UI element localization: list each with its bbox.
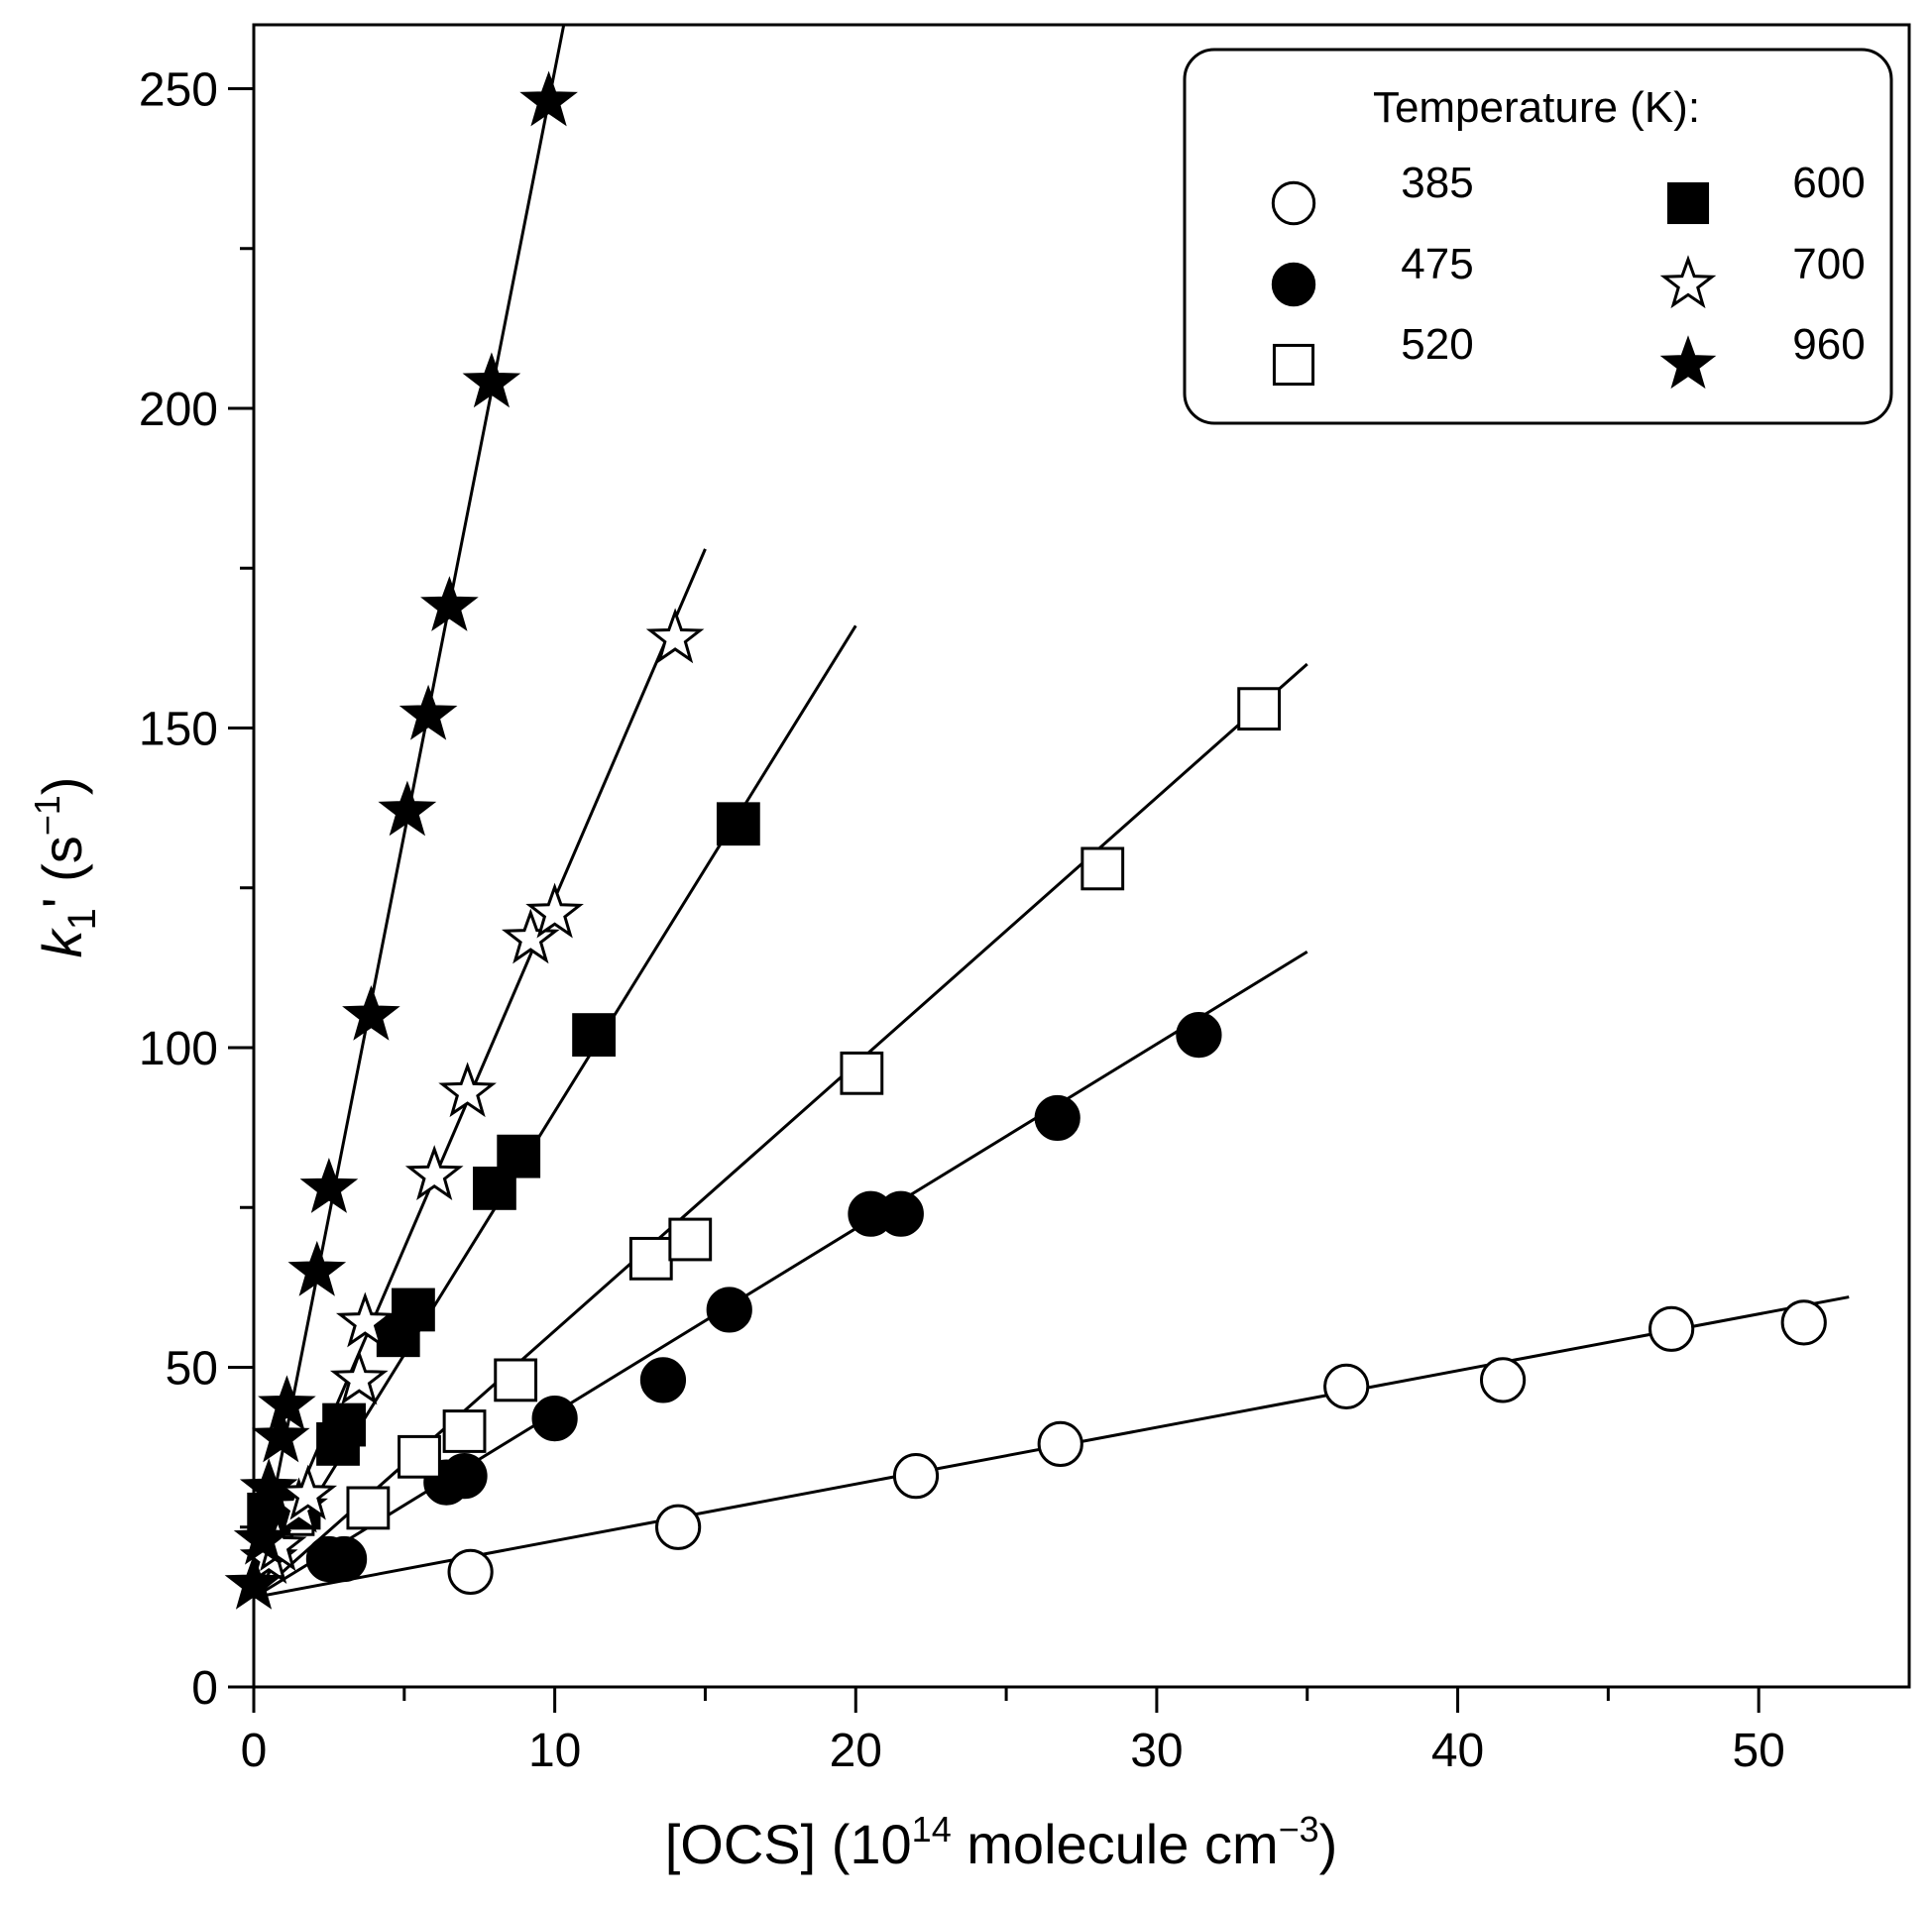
point-385 [1323,1363,1370,1409]
point-700 [501,908,560,964]
point-960 [378,780,437,837]
point-475 [531,1396,578,1442]
point-960 [342,984,400,1041]
point-475 [877,1190,924,1237]
y-tick-label: 50 [166,1343,218,1396]
point-385 [1037,1420,1083,1468]
point-700 [329,1349,389,1405]
legend-label-960: 960 [1792,320,1865,369]
point-475 [706,1287,752,1333]
point-520 [494,1358,538,1402]
point-475 [639,1357,687,1403]
point-600 [716,802,760,846]
y-tick-label: 150 [139,704,218,756]
legend-marker-520 [1272,343,1315,387]
point-385 [892,1453,940,1500]
point-960 [287,1240,347,1296]
point-700 [335,1291,395,1348]
legend-marker-385 [1271,180,1316,226]
y-tick-label: 100 [139,1023,218,1075]
axes: 0 10 20 30 40 50 0 50 100 150 200 250 [139,23,1911,1777]
x-tick-label: 0 [241,1725,268,1777]
point-475 [441,1453,488,1500]
point-960 [420,576,479,631]
point-960 [299,1158,359,1213]
point-475 [1176,1012,1222,1059]
legend-items: 385 475 520 600 700 960 [1271,159,1866,390]
point-520 [1080,846,1125,891]
point-600 [322,1402,366,1447]
point-385 [1780,1299,1827,1346]
x-tick-label: 50 [1732,1725,1784,1777]
point-385 [655,1504,702,1550]
legend-label-600: 600 [1792,159,1865,207]
x-tick-label: 10 [528,1725,581,1777]
point-520 [442,1409,487,1453]
point-600 [497,1134,541,1178]
point-960 [519,70,578,127]
point-385 [1648,1305,1695,1352]
point-520 [398,1434,441,1479]
point-700 [525,882,584,939]
legend-title: Temperature (K): [1373,83,1700,132]
point-475 [1034,1094,1080,1142]
y-axis-label: k1' (s−1) [27,777,104,958]
point-520 [1237,687,1282,731]
data-markers [224,70,1827,1610]
legend-marker-600 [1666,181,1710,225]
point-475 [320,1535,368,1583]
legend-box [1183,48,1893,425]
point-700 [404,1145,464,1200]
point-520 [668,1217,713,1262]
point-600 [572,1013,617,1058]
point-520 [346,1486,391,1530]
point-700 [438,1062,497,1118]
x-tick-label: 20 [830,1725,882,1777]
point-960 [462,352,521,408]
fit-line-475 [254,950,1308,1599]
x-tick-label: 30 [1130,1725,1183,1777]
legend-label-475: 475 [1401,240,1473,288]
plot-frame [252,23,1911,1689]
point-385 [447,1548,494,1596]
point-520 [840,1051,884,1095]
point-700 [279,1464,338,1520]
point-960 [239,1458,298,1514]
x-tick-label: 40 [1431,1725,1484,1777]
legend-label-700: 700 [1792,240,1865,288]
point-520 [628,1236,673,1281]
y-tick-label: 250 [139,64,218,117]
legend-marker-475 [1271,262,1316,307]
legend-label-385: 385 [1401,159,1473,207]
y-tick-label: 0 [191,1662,218,1715]
x-axis-label: [OCS] (1014 molecule cm−3) [665,1809,1338,1875]
legend-marker-700 [1659,255,1717,309]
point-700 [645,608,705,664]
y-tick-label: 200 [139,384,218,436]
point-960 [398,684,458,740]
point-600 [392,1288,435,1332]
point-385 [1479,1357,1527,1403]
legend-marker-960 [1659,335,1717,390]
point-960 [233,1509,292,1565]
legend: Temperature (K): 385 475 520 600 700 960 [1183,48,1893,425]
point-960 [251,1406,310,1463]
legend-label-520: 520 [1401,320,1473,369]
point-960 [258,1375,316,1431]
